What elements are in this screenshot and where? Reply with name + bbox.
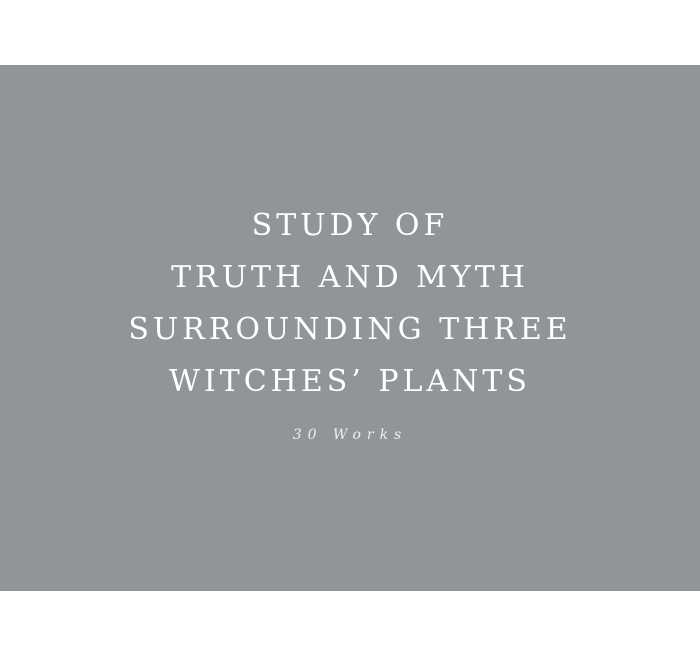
title-line-4: WITCHES’ PLANTS xyxy=(169,364,531,399)
title-line-1: STUDY OF xyxy=(251,208,449,243)
works-count: 30 Works xyxy=(292,427,408,443)
title-line-3: SURROUNDING THREE xyxy=(128,312,572,347)
page-title: STUDY OF TRUTH AND MYTH SURROUNDING THRE… xyxy=(0,200,700,408)
title-line-2: TRUTH AND MYTH xyxy=(171,260,529,295)
cover-panel xyxy=(0,65,700,591)
